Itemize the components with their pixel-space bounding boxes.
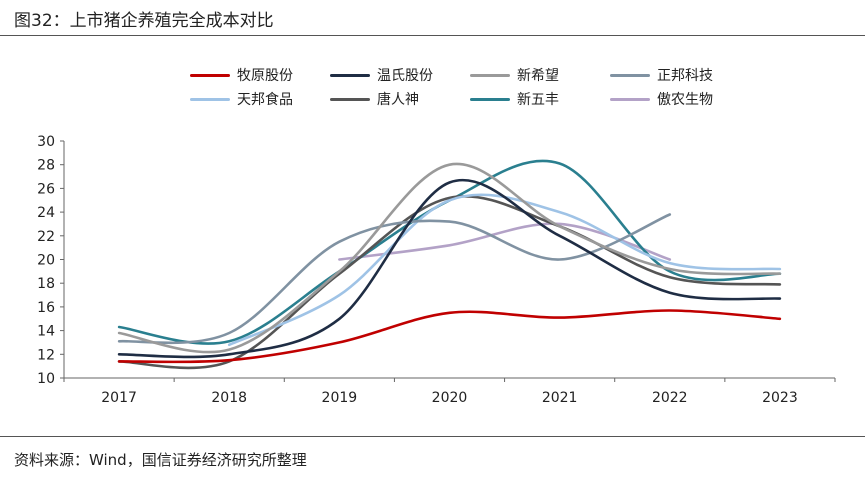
source-note: 资料来源：Wind，国信证券经济研究所整理 xyxy=(14,451,307,469)
series-line xyxy=(117,309,782,364)
legend-label: 唐人神 xyxy=(377,92,419,108)
x-tick-label: 2022 xyxy=(652,390,688,406)
series-line xyxy=(117,162,782,354)
y-tick-label: 16 xyxy=(37,300,55,316)
legend-label: 温氏股份 xyxy=(377,68,433,84)
chart-legend: 牧原股份 温氏股份 新希望 正邦科技天邦食品 唐人神 新五丰 傲农生物 xyxy=(190,66,750,108)
y-tick-label: 22 xyxy=(37,229,55,245)
legend-swatch xyxy=(610,73,650,77)
series-line xyxy=(117,159,782,345)
x-tick-label: 2018 xyxy=(211,390,247,406)
y-tick-label: 26 xyxy=(37,181,55,197)
x-tick-label: 2020 xyxy=(432,390,468,406)
y-tick-label: 14 xyxy=(37,324,55,340)
legend-swatch xyxy=(190,97,230,101)
legend-item: 温氏股份 xyxy=(330,66,470,84)
legend-item: 新希望 xyxy=(470,66,610,84)
x-tick-label: 2023 xyxy=(762,390,798,406)
x-tick-label: 2017 xyxy=(101,390,137,406)
source-divider xyxy=(0,436,865,437)
y-tick-label: 12 xyxy=(37,347,55,363)
series-line xyxy=(117,178,782,359)
y-tick-label: 20 xyxy=(37,253,55,269)
x-tick-label: 2021 xyxy=(542,390,578,406)
title-divider xyxy=(0,35,865,36)
y-tick-label: 30 xyxy=(37,134,55,150)
legend-swatch xyxy=(330,73,370,77)
legend-item: 正邦科技 xyxy=(610,66,750,84)
legend-item: 傲农生物 xyxy=(610,90,750,108)
x-tick-label: 2019 xyxy=(322,390,358,406)
legend-label: 新五丰 xyxy=(517,92,559,108)
legend-label: 新希望 xyxy=(517,68,559,84)
legend-item: 唐人神 xyxy=(330,90,470,108)
series-line xyxy=(227,193,782,347)
y-tick-label: 28 xyxy=(37,158,55,174)
legend-label: 牧原股份 xyxy=(237,68,293,84)
legend-swatch xyxy=(330,97,370,101)
legend-label: 天邦食品 xyxy=(237,92,293,108)
legend-label: 正邦科技 xyxy=(657,68,713,84)
legend-item: 牧原股份 xyxy=(190,66,330,84)
legend-swatch xyxy=(190,73,230,77)
legend-item: 天邦食品 xyxy=(190,90,330,108)
legend-item: 新五丰 xyxy=(470,90,610,108)
legend-label: 傲农生物 xyxy=(657,92,713,108)
legend-swatch xyxy=(470,97,510,101)
legend-swatch xyxy=(610,97,650,101)
y-tick-label: 10 xyxy=(37,371,55,387)
y-tick-label: 24 xyxy=(37,205,55,221)
legend-swatch xyxy=(470,73,510,77)
y-tick-label: 18 xyxy=(37,276,55,292)
series-line xyxy=(117,213,672,345)
figure-title: 图32：上市猪企养殖完全成本对比 xyxy=(14,11,274,31)
